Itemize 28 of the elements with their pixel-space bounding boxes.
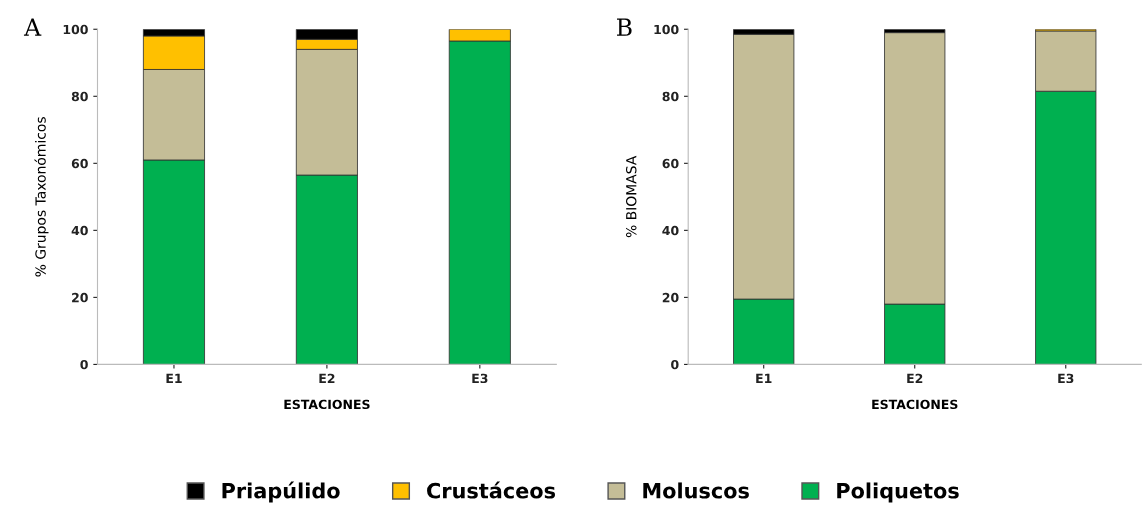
y-tick-label: 80 bbox=[71, 91, 88, 102]
y-tick-label: 0 bbox=[671, 359, 679, 370]
y-tick-label: 20 bbox=[72, 292, 88, 303]
x-tick-label: E2 bbox=[907, 373, 923, 383]
x-tick-label: E2 bbox=[319, 373, 335, 383]
y-tick-label: 80 bbox=[662, 91, 679, 102]
legend-label: Poliquetos bbox=[837, 482, 959, 503]
text: A bbox=[23, 18, 42, 36]
legend-label: Moluscos bbox=[643, 482, 749, 499]
y-tick-label: 100 bbox=[63, 24, 88, 35]
x-axis-title: ESTACIONES bbox=[872, 399, 958, 410]
legend-label: Priapúlido bbox=[222, 481, 340, 503]
y-tick-label: 20 bbox=[662, 292, 679, 303]
y-tick-label: 40 bbox=[662, 225, 679, 236]
x-tick-label: E1 bbox=[756, 373, 772, 383]
text: B bbox=[617, 18, 632, 36]
x-tick-label: E3 bbox=[1058, 373, 1074, 384]
x-tick-label: E3 bbox=[472, 373, 488, 384]
y-axis-title: % Grupos Taxonómicos bbox=[34, 117, 49, 277]
y-tick-label: 60 bbox=[71, 158, 88, 169]
x-axis-title: ESTACIONES bbox=[284, 399, 370, 410]
y-tick-label: 0 bbox=[80, 359, 88, 370]
legend-label: Crustáceos bbox=[427, 481, 556, 499]
y-axis-title: % BIOMASA bbox=[625, 155, 637, 238]
y-tick-label: 60 bbox=[662, 158, 679, 169]
y-tick-label: 40 bbox=[71, 225, 88, 236]
x-tick-label: E1 bbox=[166, 373, 182, 383]
y-tick-label: 100 bbox=[654, 24, 679, 35]
